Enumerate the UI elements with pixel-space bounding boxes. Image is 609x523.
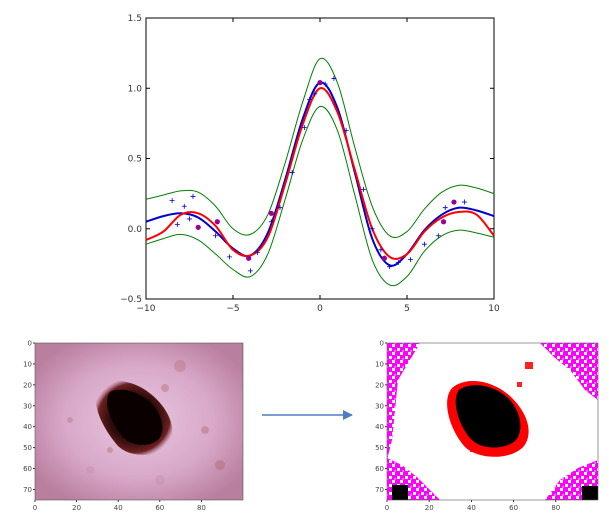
gp-regression-chart: −10 −5 0 5 10 −0.5 0.0 0.5 1.0 1.5 <box>120 14 500 314</box>
circle-marker-point <box>214 219 220 225</box>
segmentation-mask-image <box>387 343 598 500</box>
circle-marker-point <box>195 224 201 230</box>
plus-marker-point <box>421 241 427 247</box>
plus-marker-point <box>169 198 175 204</box>
y-tick-label: 50 <box>23 444 32 452</box>
x-tick-label: 60 <box>155 504 164 512</box>
x-tick-label: 10 <box>488 304 500 314</box>
circle-marker-point <box>268 210 274 216</box>
y-tick-label: 30 <box>375 402 384 410</box>
plus-marker-point <box>312 91 318 97</box>
x-tick-label: 40 <box>114 504 123 512</box>
upper-confidence-line <box>145 57 495 239</box>
y-tick-label: 70 <box>23 486 32 494</box>
plus-marker-point <box>407 257 413 263</box>
x-tick-label: −5 <box>226 304 239 314</box>
image-axis-ticks: 0 20 40 60 80 0 10 20 30 40 50 60 70 <box>23 340 244 512</box>
x-tick-label: 80 <box>197 504 206 512</box>
x-tick-label: 5 <box>404 304 410 314</box>
y-tick-label: 0 <box>28 340 32 348</box>
plus-marker-point <box>387 264 393 270</box>
circle-marker-point <box>440 219 447 225</box>
y-tick-label: 10 <box>375 360 384 368</box>
y-tick-label: 1.5 <box>128 14 142 24</box>
plus-marker-point <box>461 199 467 205</box>
plus-marker-point <box>174 222 180 228</box>
plot-series <box>145 57 495 287</box>
plus-marker-point <box>301 125 307 131</box>
image-frame <box>34 342 244 501</box>
plus-marker-point <box>361 186 366 192</box>
plus-marker-point <box>277 205 283 211</box>
circle-marker-point <box>451 199 457 205</box>
plus-marker-point <box>187 216 192 222</box>
y-tick-label: 30 <box>23 402 32 410</box>
x-tick-label: −10 <box>137 304 156 314</box>
segmentation-mask-panel: 0 20 40 60 80 0 10 20 30 40 50 60 70 <box>375 340 599 512</box>
plus-marker-point <box>268 219 274 225</box>
plus-marker-point <box>247 268 253 274</box>
plus-marker-point <box>289 170 295 176</box>
lower-confidence-line <box>145 105 495 287</box>
x-tick-label: 0 <box>317 304 323 314</box>
y-tick-label: 40 <box>23 423 32 431</box>
x-tick-label: 40 <box>467 504 476 512</box>
image-axis-ticks: 0 20 40 60 80 0 10 20 30 40 50 60 70 <box>375 340 599 512</box>
x-tick-label: 20 <box>72 504 81 512</box>
y-tick-label: 60 <box>375 465 384 473</box>
plus-marker-point <box>213 233 219 239</box>
plot-frame <box>145 17 495 300</box>
plus-marker-point <box>369 226 375 232</box>
y-tick-label: 50 <box>375 444 384 452</box>
circle-marker-point <box>246 255 252 261</box>
y-tick-label: −0.5 <box>120 295 142 305</box>
y-tick-label: 60 <box>23 465 32 473</box>
y-tick-label: 1.0 <box>128 84 143 94</box>
skin-texture <box>55 355 225 485</box>
plus-marker-point <box>435 233 441 239</box>
x-tick-label: 0 <box>385 504 389 512</box>
y-tick-label: 0 <box>380 340 384 348</box>
plus-marker-point <box>331 75 337 81</box>
plus-marker-point <box>322 81 328 87</box>
plus-marker-point <box>181 203 187 209</box>
x-tick-label: 80 <box>551 504 560 512</box>
y-tick-label: 20 <box>23 381 32 389</box>
x-tick-label: 60 <box>509 504 518 512</box>
plus-marker-point <box>343 127 349 133</box>
circle-marker-point <box>317 80 323 86</box>
plus-marker-point <box>307 96 313 102</box>
plus-marker-point <box>190 193 196 199</box>
image-frame <box>386 342 599 501</box>
true-function-line <box>145 87 495 260</box>
skin-lesion-image-panel: 0 20 40 60 80 0 10 20 30 40 50 60 70 <box>23 340 244 512</box>
plus-marker-point <box>395 259 401 265</box>
y-tick-label: 20 <box>375 381 384 389</box>
axis-ticks: −10 −5 0 5 10 −0.5 0.0 0.5 1.0 1.5 <box>120 14 500 314</box>
x-tick-label: 20 <box>425 504 434 512</box>
y-tick-label: 10 <box>23 360 32 368</box>
skin-lesion-image <box>35 343 243 500</box>
y-tick-label: 0.5 <box>128 155 142 165</box>
y-tick-label: 40 <box>375 423 384 431</box>
plus-marker-point <box>254 250 260 256</box>
y-tick-label: 0.0 <box>128 225 143 235</box>
x-tick-label: 0 <box>33 504 37 512</box>
plus-marker-point <box>442 205 448 211</box>
circle-marker-point <box>381 255 387 261</box>
plus-marker-point <box>378 247 384 253</box>
plus-marker-point <box>227 254 233 260</box>
y-tick-label: 70 <box>375 486 384 494</box>
